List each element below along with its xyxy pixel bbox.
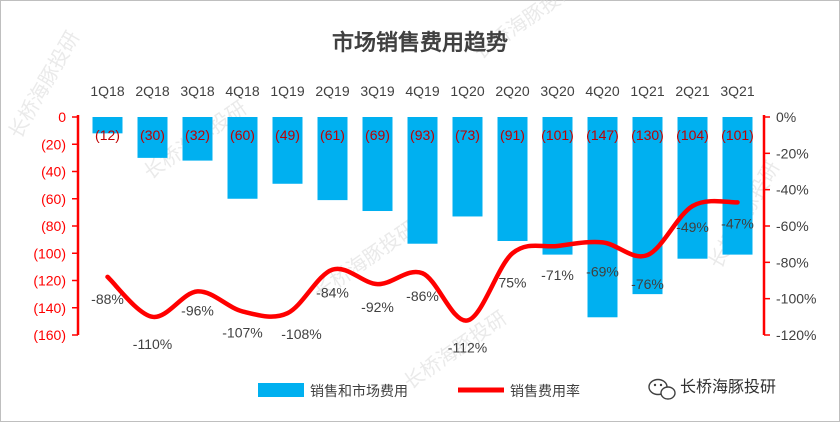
x-tick-label: 3Q20 xyxy=(540,83,574,99)
x-tick-label: 1Q19 xyxy=(270,83,304,99)
legend-bar-swatch xyxy=(258,383,304,397)
x-tick-label: 1Q21 xyxy=(630,83,664,99)
bar xyxy=(452,117,483,217)
brand: 长桥海豚投研 xyxy=(648,377,776,400)
bar xyxy=(677,117,708,259)
bar xyxy=(92,117,123,134)
y-axis-right: 0% -20% -40% -60% -80% -100% -120% xyxy=(762,109,816,343)
y-axis-left: 0 (20) (40) (60) (80) (100) (120) (140) (160) xyxy=(33,109,80,343)
x-tick-label: 4Q20 xyxy=(585,83,619,99)
y-axis-left-tick-label: (160) xyxy=(33,327,66,343)
line-data-label: -84% xyxy=(316,285,349,301)
bar-data-label: (73) xyxy=(455,127,480,143)
y-axis-left-tick-label: (80) xyxy=(41,218,66,234)
line-data-label: -86% xyxy=(406,288,439,304)
bar xyxy=(632,117,663,295)
bar xyxy=(407,117,438,244)
line-data-label: 75% xyxy=(498,274,526,290)
line-data-label: -92% xyxy=(361,299,394,315)
y-axis-left-tick-label: 0 xyxy=(58,109,66,125)
line-data-label: -71% xyxy=(541,267,574,283)
brand-text: 长桥海豚投研 xyxy=(680,377,776,396)
line-data-label: -107% xyxy=(222,324,262,340)
bar xyxy=(542,117,573,255)
bar xyxy=(497,117,528,241)
bar-data-label: (49) xyxy=(275,127,300,143)
line-data-label: -110% xyxy=(133,336,172,352)
bar xyxy=(722,117,753,255)
y-axis-left-tick-label: (100) xyxy=(33,245,66,261)
line-data-label: -47% xyxy=(721,215,754,231)
line-data-label: -96% xyxy=(181,302,214,318)
chart-title: 市场销售费用趋势 xyxy=(332,30,508,56)
y-axis-right-tick-label: -60% xyxy=(776,218,809,234)
bar-data-label: (104) xyxy=(676,127,709,143)
wechat-icon xyxy=(648,378,676,400)
x-tick-label: 4Q18 xyxy=(225,83,259,99)
line-data-labels: -88% -110% -96% -107% -108% -84% -92% -86% -112%… xyxy=(91,215,754,355)
bar xyxy=(272,117,303,184)
y-axis-right-tick-label: -20% xyxy=(776,145,809,161)
line-path xyxy=(105,198,740,323)
line-data-label: -69% xyxy=(586,263,619,279)
bar xyxy=(587,117,618,318)
y-axis-right-tick-label: 0% xyxy=(776,109,796,125)
watermark-layer: 长桥海豚投研 长桥海豚投研 长桥海豚投研 长桥海豚投研 长桥海豚投研 长桥海豚投… xyxy=(4,0,785,394)
y-axis-right-tick-label: -120% xyxy=(776,327,816,343)
bar-data-label: (61) xyxy=(320,127,345,143)
y-axis-right-tick-label: -80% xyxy=(776,254,809,270)
legend-line-label: 销售费用率 xyxy=(510,383,580,400)
y-axis-left-tick-label: (40) xyxy=(41,164,66,180)
bar-data-label: (101) xyxy=(541,127,574,143)
x-tick-label: 2Q19 xyxy=(315,83,349,99)
bar xyxy=(182,117,213,161)
line-data-label: -88% xyxy=(91,291,124,307)
x-tick-label: 4Q19 xyxy=(405,83,439,99)
x-tick-label: 3Q19 xyxy=(360,83,394,99)
bar-series xyxy=(92,117,753,318)
y-axis-right-tick-label: -40% xyxy=(776,182,809,198)
x-tick-label: 2Q20 xyxy=(495,83,529,99)
legend: 销售和市场费用 销售费用率 xyxy=(258,383,580,400)
watermark-text: 长桥海豚投研 xyxy=(4,27,85,143)
bar-data-label: (30) xyxy=(140,127,165,143)
bar-data-labels: (12) (30) (32) (60) (49) (61) (69) (93) (73) (91)… xyxy=(95,127,754,143)
line-series xyxy=(105,198,740,323)
bar-data-label: (60) xyxy=(230,127,255,143)
x-tick-label: 3Q21 xyxy=(720,83,754,99)
line-data-label: -112% xyxy=(448,339,487,355)
y-axis-left-tick-label: (120) xyxy=(33,273,66,289)
y-axis-left-tick-label: (20) xyxy=(41,136,66,152)
y-axis-left-tick-label: (140) xyxy=(33,300,66,316)
bar-data-label: (147) xyxy=(586,127,619,143)
x-tick-label: 2Q21 xyxy=(675,83,709,99)
x-tick-label: 1Q20 xyxy=(450,83,484,99)
line-data-label: -49% xyxy=(676,219,709,235)
x-tick-label: 3Q18 xyxy=(180,83,214,99)
bar xyxy=(137,117,168,158)
bar xyxy=(317,117,348,201)
bar xyxy=(227,117,258,199)
bar-data-label: (91) xyxy=(500,127,525,143)
bar-data-label: (93) xyxy=(410,127,435,143)
line-data-label: -108% xyxy=(281,326,321,342)
bar-data-label: (69) xyxy=(365,127,390,143)
x-tick-labels: 1Q18 2Q18 3Q18 4Q18 1Q19 2Q19 3Q19 4Q19 1Q20 2Q20… xyxy=(90,83,754,99)
bar-data-label: (101) xyxy=(721,127,754,143)
y-axis-left-tick-label: (60) xyxy=(41,191,66,207)
y-axis-right-tick-label: -100% xyxy=(776,291,816,307)
bar-data-label: (32) xyxy=(185,127,210,143)
legend-bar-label: 销售和市场费用 xyxy=(310,383,408,400)
x-tick-label: 2Q18 xyxy=(135,83,169,99)
bar-data-label: (12) xyxy=(95,127,120,143)
line-data-label: -76% xyxy=(631,276,664,292)
x-tick-label: 1Q18 xyxy=(90,83,124,99)
bar-data-label: (130) xyxy=(631,127,664,143)
bar xyxy=(362,117,393,212)
